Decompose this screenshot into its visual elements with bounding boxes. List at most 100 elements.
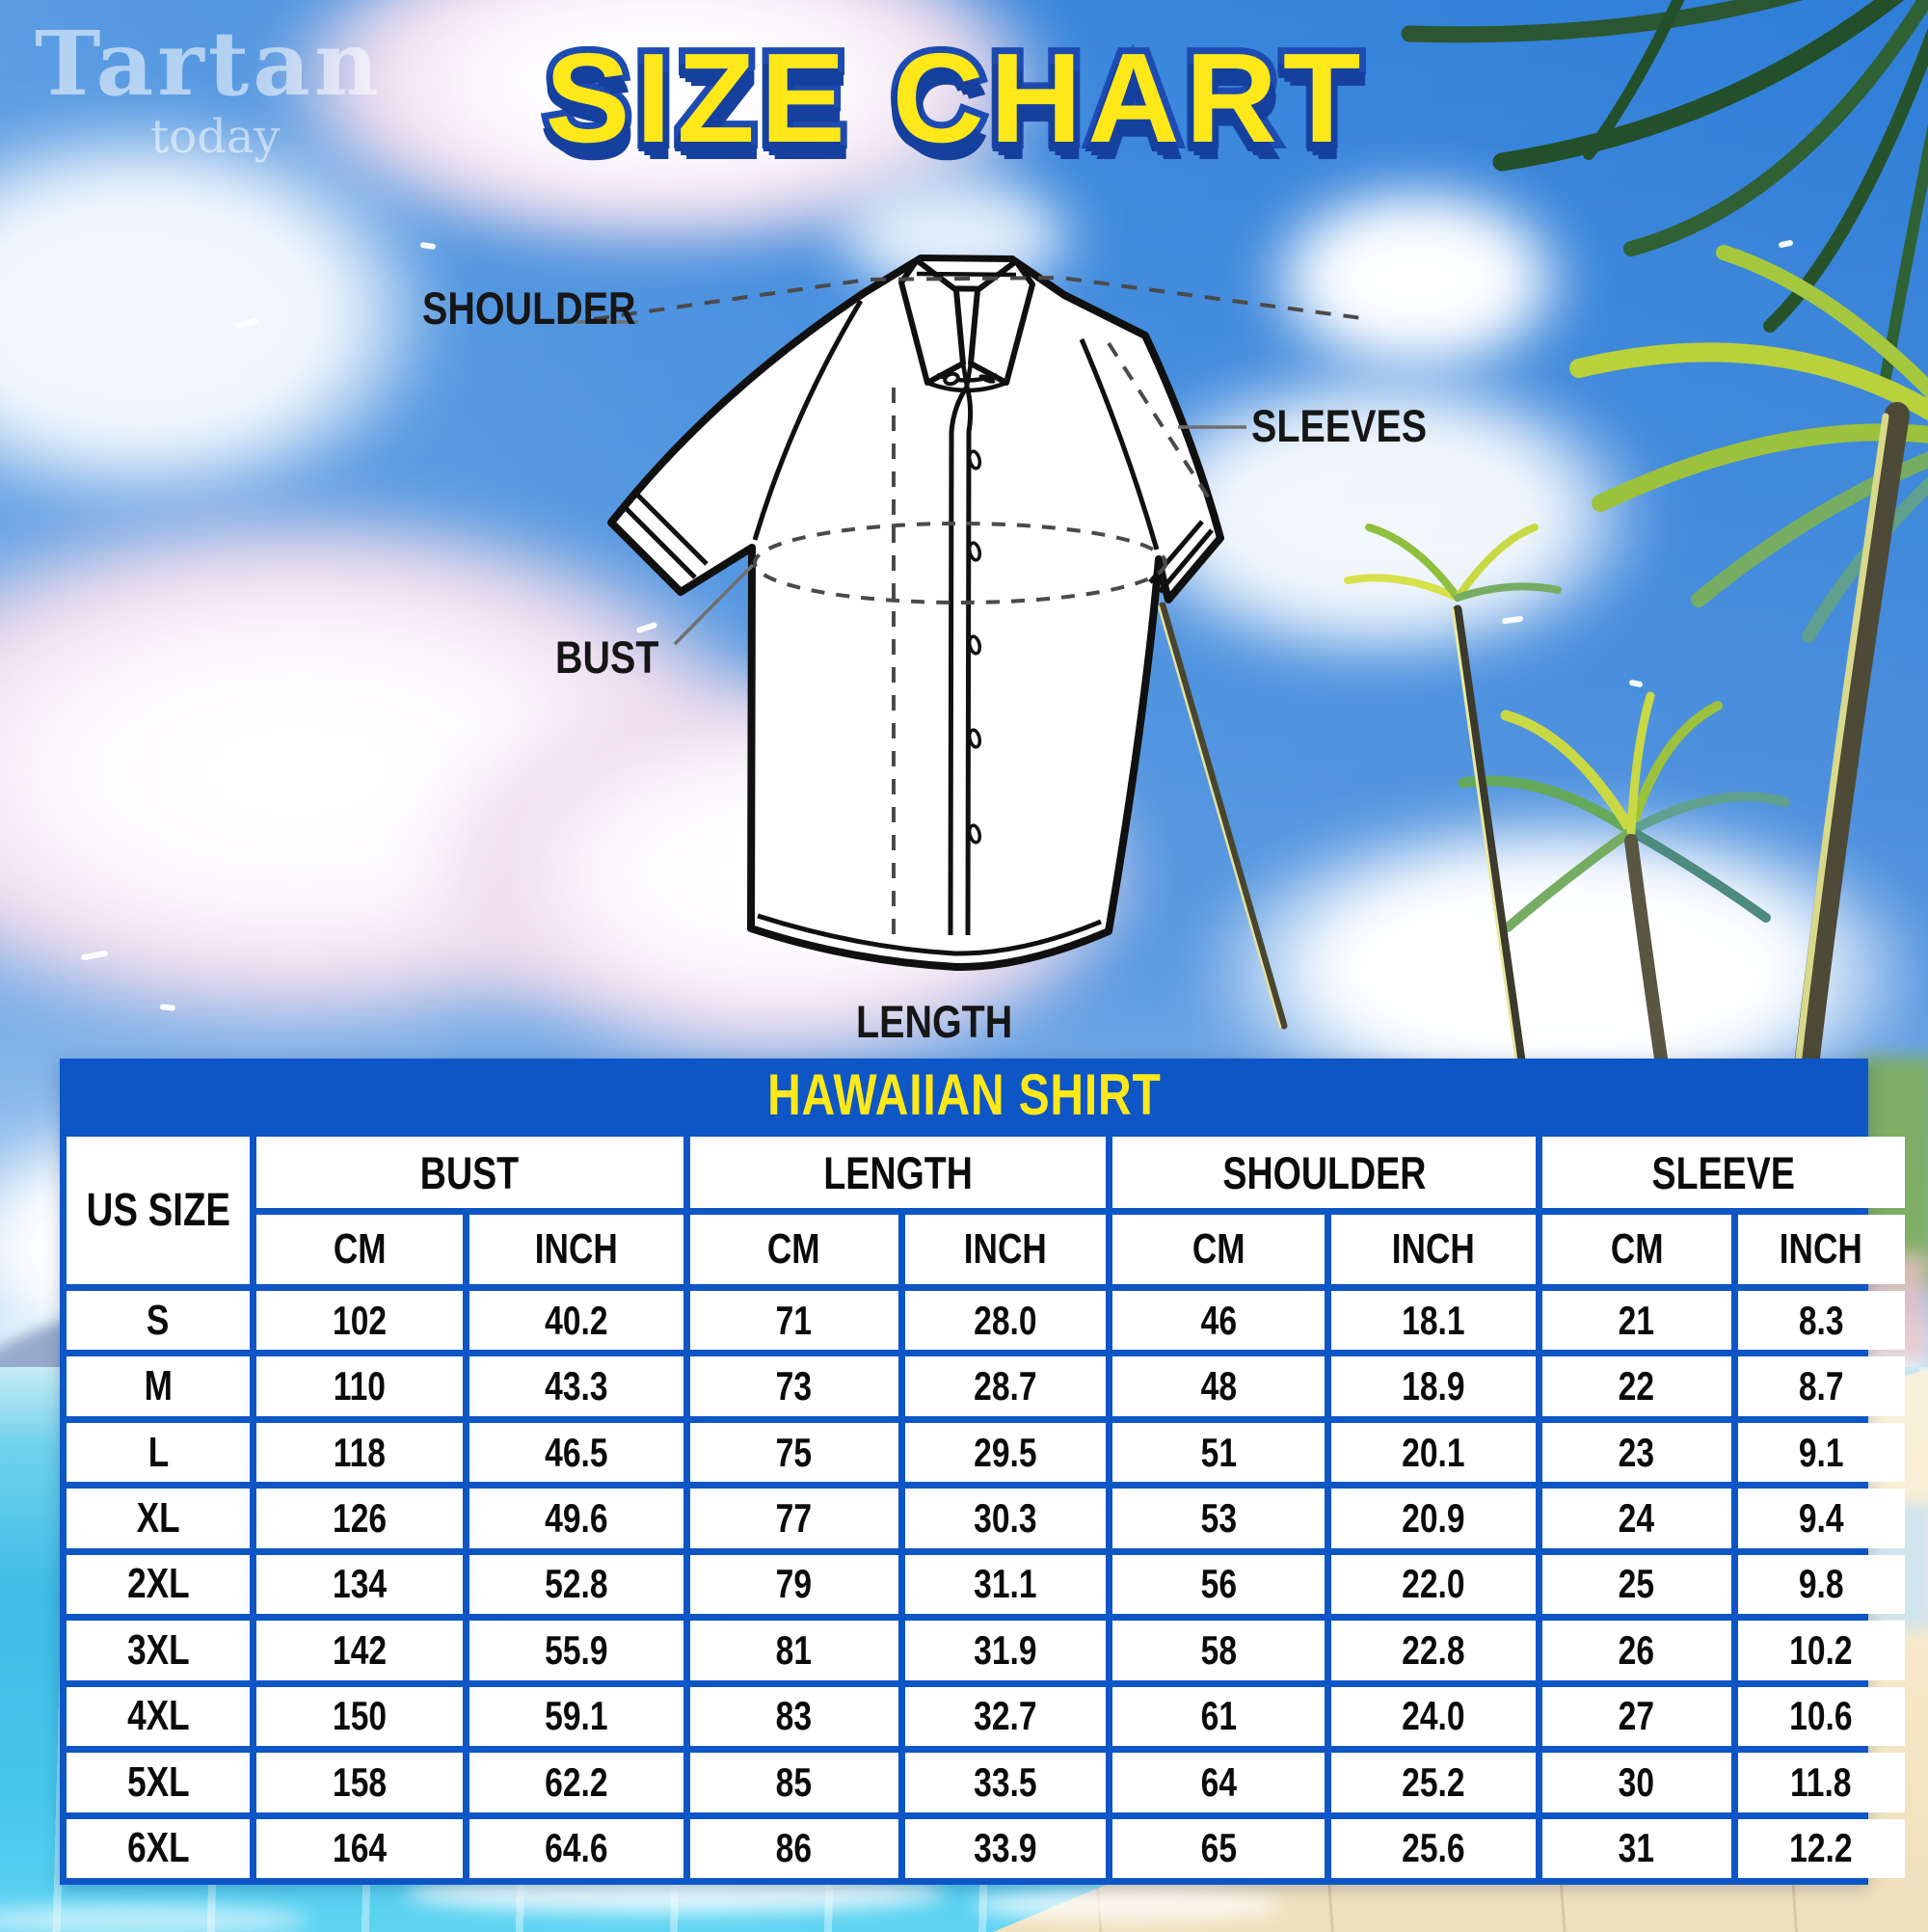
sea-foam: [0, 1904, 308, 1932]
value-cell: 32.7: [904, 1686, 1107, 1747]
value-cell: 118: [255, 1422, 464, 1483]
shoulder-label: SHOULDER: [422, 282, 636, 334]
watermark-line2: today: [150, 110, 281, 164]
row-size-label: 6XL: [67, 1818, 250, 1878]
unit-header: INCH: [904, 1215, 1107, 1284]
value-cell: 20.1: [1330, 1422, 1537, 1483]
value-cell: 134: [255, 1554, 464, 1615]
value-cell: 53: [1112, 1489, 1325, 1548]
value-cell: 28.7: [904, 1356, 1107, 1416]
value-cell: 49.6: [469, 1489, 683, 1548]
value-cell: 8.3: [1737, 1291, 1905, 1351]
value-cell: 86: [689, 1818, 898, 1878]
row-size-label: L: [67, 1422, 250, 1483]
value-cell: 85: [689, 1753, 898, 1812]
value-cell: 27: [1542, 1686, 1731, 1747]
shirt-outline: [576, 255, 1370, 972]
value-cell: 8.7: [1737, 1356, 1905, 1416]
value-cell: 164: [255, 1818, 464, 1878]
value-cell: 83: [689, 1686, 898, 1747]
shirt-diagram: SHOULDER SLEEVES BUST LENGTH: [422, 255, 1428, 1047]
value-cell: 22: [1542, 1356, 1731, 1416]
length-label: LENGTH: [856, 996, 1013, 1047]
table-title: HAWAIIAN SHIRT: [766, 1061, 1162, 1127]
sleeves-label: SLEEVES: [1251, 400, 1428, 451]
value-cell: 81: [689, 1621, 898, 1680]
unit-header: CM: [255, 1215, 464, 1284]
value-cell: 77: [689, 1489, 898, 1548]
value-cell: 51: [1112, 1422, 1325, 1483]
value-cell: 11.8: [1737, 1753, 1905, 1812]
value-cell: 46.5: [469, 1422, 683, 1483]
value-cell: 102: [255, 1291, 464, 1351]
value-cell: 31: [1542, 1818, 1731, 1878]
value-cell: 43.3: [469, 1356, 683, 1416]
group-header: SLEEVE: [1542, 1137, 1905, 1208]
unit-header: INCH: [1330, 1215, 1537, 1284]
unit-header: INCH: [469, 1215, 683, 1284]
value-cell: 126: [255, 1489, 464, 1548]
unit-header: CM: [1542, 1215, 1731, 1284]
value-cell: 33.9: [904, 1818, 1107, 1878]
row-size-label: 3XL: [67, 1621, 250, 1680]
value-cell: 62.2: [469, 1753, 683, 1812]
watermark-logo: Tartan today: [35, 12, 383, 164]
value-cell: 31.9: [904, 1621, 1107, 1680]
value-cell: 26: [1542, 1621, 1731, 1680]
value-cell: 40.2: [469, 1291, 683, 1351]
value-cell: 150: [255, 1686, 464, 1747]
size-table: HAWAIIAN SHIRT US SIZE BUST LENGTH SHOULDER…: [60, 1059, 1905, 1885]
value-cell: 12.2: [1737, 1818, 1905, 1878]
value-cell: 46: [1112, 1291, 1325, 1351]
value-cell: 30.3: [904, 1489, 1107, 1548]
row-size-label: S: [67, 1291, 250, 1351]
value-cell: 9.8: [1737, 1554, 1905, 1615]
value-cell: 58: [1112, 1621, 1325, 1680]
value-cell: 71: [689, 1291, 898, 1351]
value-cell: 142: [255, 1621, 464, 1680]
sea-foam: [974, 1888, 1282, 1920]
value-cell: 22.8: [1330, 1621, 1537, 1680]
value-cell: 65: [1112, 1818, 1325, 1878]
unit-header: INCH: [1737, 1215, 1905, 1284]
value-cell: 73: [689, 1356, 898, 1416]
value-cell: 18.9: [1330, 1356, 1537, 1416]
corner-header: US SIZE: [67, 1137, 250, 1284]
value-cell: 64.6: [469, 1818, 683, 1878]
table-title-bar: HAWAIIAN SHIRT: [60, 1059, 1868, 1130]
value-cell: 79: [689, 1554, 898, 1615]
size-grid: US SIZE BUST LENGTH SHOULDER SLEEVE CM INCH CM I…: [60, 1130, 1905, 1885]
value-cell: 30: [1542, 1753, 1731, 1812]
value-cell: 25: [1542, 1554, 1731, 1615]
value-cell: 10.2: [1737, 1621, 1905, 1680]
value-cell: 158: [255, 1753, 464, 1812]
group-header: SHOULDER: [1112, 1137, 1537, 1208]
row-size-label: M: [67, 1356, 250, 1416]
page-title: SIZE CHART: [538, 20, 1367, 175]
value-cell: 25.2: [1330, 1753, 1537, 1812]
value-cell: 52.8: [469, 1554, 683, 1615]
value-cell: 55.9: [469, 1621, 683, 1680]
value-cell: 20.9: [1330, 1489, 1537, 1548]
row-size-label: 5XL: [67, 1753, 250, 1812]
value-cell: 28.0: [904, 1291, 1107, 1351]
value-cell: 18.1: [1330, 1291, 1537, 1351]
value-cell: 29.5: [904, 1422, 1107, 1483]
group-header: BUST: [255, 1137, 683, 1208]
palm-trees: [1157, 0, 1928, 1078]
value-cell: 23: [1542, 1422, 1731, 1483]
value-cell: 64: [1112, 1753, 1325, 1812]
value-cell: 48: [1112, 1356, 1325, 1416]
value-cell: 9.1: [1737, 1422, 1905, 1483]
unit-header: CM: [1112, 1215, 1325, 1284]
value-cell: 31.1: [904, 1554, 1107, 1615]
unit-header: CM: [689, 1215, 898, 1284]
row-size-label: XL: [67, 1489, 250, 1548]
value-cell: 33.5: [904, 1753, 1107, 1812]
value-cell: 9.4: [1737, 1489, 1905, 1548]
cloud: [1253, 174, 1581, 386]
value-cell: 25.6: [1330, 1818, 1537, 1878]
value-cell: 56: [1112, 1554, 1325, 1615]
bust-label: BUST: [555, 631, 659, 683]
